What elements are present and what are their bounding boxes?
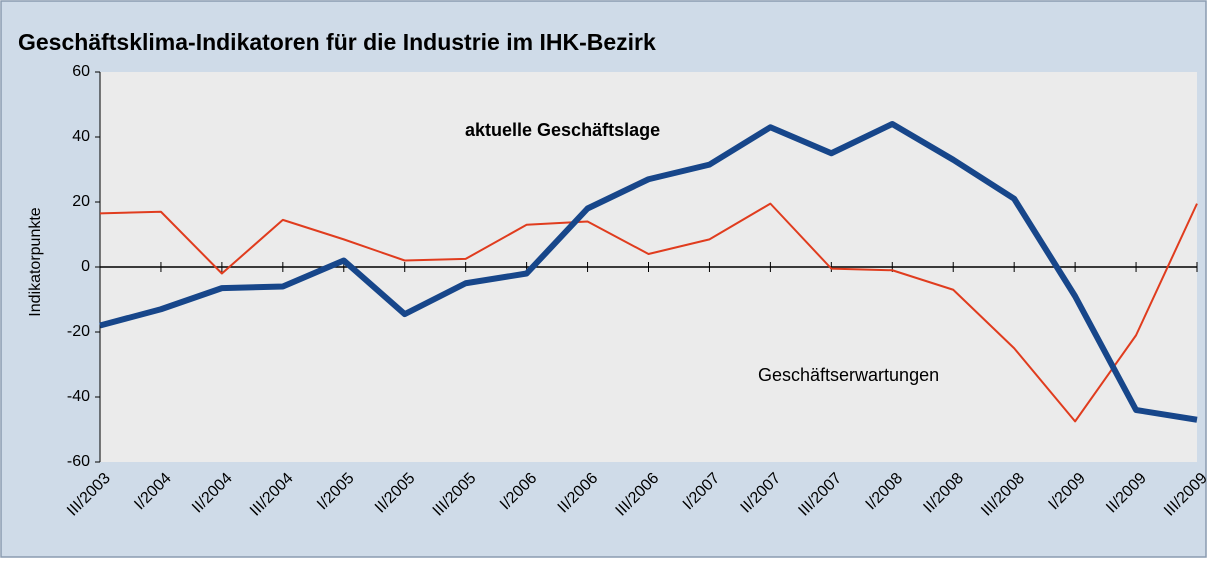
y-tick-label: 60 bbox=[72, 63, 90, 80]
y-tick-label: 0 bbox=[81, 258, 90, 275]
annotation: aktuelle Geschäftslage bbox=[465, 120, 660, 140]
annotation: Geschäftserwartungen bbox=[758, 365, 939, 385]
series-line bbox=[99, 202, 1198, 423]
series-line bbox=[99, 121, 1198, 423]
y-tick-label: 20 bbox=[72, 193, 90, 210]
y-tick-label: -60 bbox=[67, 453, 90, 470]
y-tick-label: -40 bbox=[67, 388, 90, 405]
y-axis-label: Indikatorpunkte bbox=[27, 207, 44, 317]
y-tick-label: 40 bbox=[72, 128, 90, 145]
y-tick-label: -20 bbox=[67, 323, 90, 340]
chart-title: Geschäftsklima-Indikatoren für die Indus… bbox=[18, 29, 656, 55]
